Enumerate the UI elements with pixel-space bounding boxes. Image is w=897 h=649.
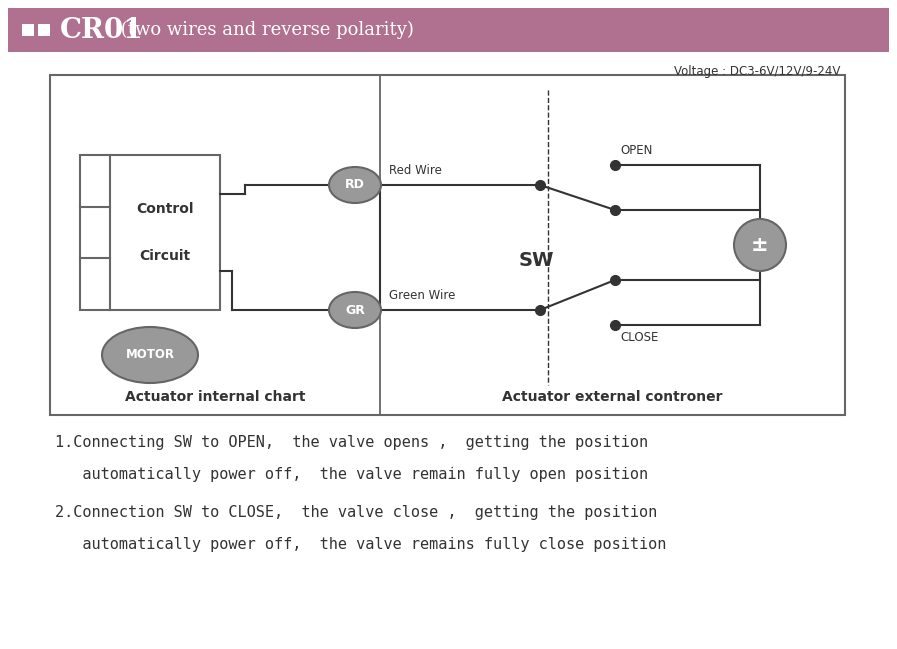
Text: 1.Connecting SW to OPEN,  the valve opens ,  getting the position: 1.Connecting SW to OPEN, the valve opens…: [55, 435, 649, 450]
Text: OPEN: OPEN: [620, 144, 652, 157]
Ellipse shape: [329, 292, 381, 328]
Text: 2.Connection SW to CLOSE,  the valve close ,  getting the position: 2.Connection SW to CLOSE, the valve clos…: [55, 505, 658, 520]
Text: automatically power off,  the valve remains fully close position: automatically power off, the valve remai…: [55, 537, 666, 552]
Text: CLOSE: CLOSE: [620, 331, 658, 344]
Text: (two wires and reverse polarity): (two wires and reverse polarity): [115, 21, 414, 39]
Text: ±: ±: [751, 235, 769, 255]
Text: SW: SW: [518, 251, 553, 269]
Text: Voltage : DC3-6V/12V/9-24V: Voltage : DC3-6V/12V/9-24V: [674, 65, 840, 78]
Bar: [80, 155, 220, 310]
Text: CR01: CR01: [60, 16, 144, 43]
Text: Control: Control: [136, 202, 194, 216]
Text: Actuator external controner: Actuator external controner: [502, 390, 723, 404]
Bar: [8, 8, 889, 52]
Bar: [38, 24, 50, 36]
Text: Green Wire: Green Wire: [389, 289, 456, 302]
Ellipse shape: [102, 327, 198, 383]
Bar: [22, 24, 34, 36]
Text: MOTOR: MOTOR: [126, 349, 175, 361]
Ellipse shape: [734, 219, 786, 271]
Ellipse shape: [329, 167, 381, 203]
Text: Actuator internal chart: Actuator internal chart: [125, 390, 305, 404]
Text: RD: RD: [345, 178, 365, 191]
Text: Red Wire: Red Wire: [389, 164, 442, 177]
Text: automatically power off,  the valve remain fully open position: automatically power off, the valve remai…: [55, 467, 649, 482]
Text: GR: GR: [345, 304, 365, 317]
Text: Circuit: Circuit: [139, 249, 190, 263]
Bar: [50, 75, 845, 415]
